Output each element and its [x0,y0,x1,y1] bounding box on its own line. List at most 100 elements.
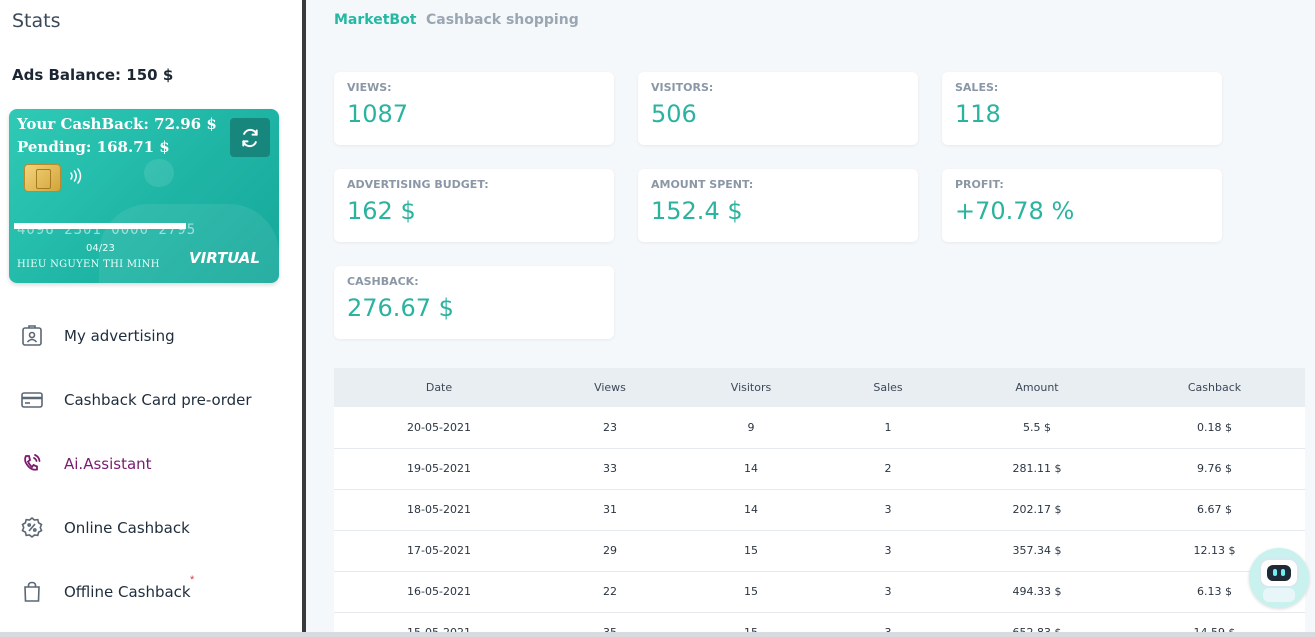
cell-views: 33 [544,448,676,490]
cell-views: 31 [544,489,676,531]
sidebar-item-cashback-card-preorder[interactable]: Cashback Card pre-order [20,388,252,412]
robot-body [1263,588,1295,602]
phone-call-icon [20,452,44,476]
sidebar-item-my-advertising[interactable]: My advertising [20,324,175,348]
sidebar-item-ai-assistant[interactable]: Ai.Assistant [20,452,152,476]
stat-value: +70.78 % [955,197,1075,225]
stat-card-sales: SALES: 118 [942,72,1222,145]
stat-card-amount-spent: AMOUNT SPENT: 152.4 $ [638,169,918,242]
stat-value: 276.67 $ [347,294,454,322]
sidebar-item-label: Cashback Card pre-order [64,391,252,409]
table-row: 17-05-2021 29 15 3 357.34 $ 12.13 $ [334,530,1305,572]
cell-date: 16-05-2021 [334,571,544,613]
column-header-amount: Amount [1015,381,1059,394]
taskbar [0,632,1315,637]
contactless-icon [68,167,84,188]
stat-label: PROFIT: [955,178,1004,191]
column-header-cashback: Cashback [1187,381,1242,394]
chip-icon [24,164,61,192]
cell-amount: 202.17 $ [950,489,1124,531]
column-header-sales: Sales [873,381,903,394]
stat-card-advertising-budget: ADVERTISING BUDGET: 162 $ [334,169,614,242]
percent-badge-icon [20,516,44,540]
column-header-visitors: Visitors [730,381,772,394]
card-holder: HIEU NGUYEN THI MINH [17,259,160,270]
cell-amount: 281.11 $ [950,448,1124,490]
refresh-icon [242,128,258,147]
stat-label: SALES: [955,81,999,94]
cell-visitors: 14 [676,448,826,490]
cell-date: 19-05-2021 [334,448,544,490]
card-decoration [99,204,279,283]
sidebar-item-label: Ai.Assistant [64,455,152,473]
card-pending: Pending: 168.71 $ [17,138,170,156]
cell-sales: 3 [826,571,950,613]
stat-label: VISITORS: [651,81,714,94]
table-header-row: Date Views Visitors Sales Amount Cashbac… [334,368,1305,407]
stat-card-profit: PROFIT: +70.78 % [942,169,1222,242]
id-badge-icon [20,324,44,348]
sidebar-divider [302,0,306,637]
cell-visitors: 15 [676,530,826,572]
robot-eye [1273,569,1277,576]
sidebar-item-offline-cashback[interactable]: Offline Cashback * [20,574,194,604]
stat-card-visitors: VISITORS: 506 [638,72,918,145]
stat-value: 152.4 $ [651,197,743,225]
stat-value: 506 [651,100,697,128]
refresh-button[interactable] [230,118,270,157]
cell-sales: 3 [826,530,950,572]
card-expiry: 04/23 [86,243,115,254]
tab-cashback-shopping[interactable]: Cashback shopping [426,12,579,28]
cell-visitors: 14 [676,489,826,531]
sidebar-item-label: Offline Cashback [64,583,191,601]
cell-cashback: 0.18 $ [1124,407,1305,449]
sidebar-item-online-cashback[interactable]: Online Cashback [20,516,190,540]
column-header-date: Date [425,381,453,394]
stat-card-views: VIEWS: 1087 [334,72,614,145]
card-number-redaction [14,223,186,229]
cell-sales: 2 [826,448,950,490]
cell-sales: 1 [826,407,950,449]
cell-date: 20-05-2021 [334,407,544,449]
stat-label: ADVERTISING BUDGET: [347,178,489,191]
table-row: 16-05-2021 22 15 3 494.33 $ 6.13 $ [334,571,1305,613]
ads-balance: Ads Balance: 150 $ [12,66,174,84]
new-indicator: * [190,574,195,586]
cell-amount: 5.5 $ [950,407,1124,449]
stat-value: 162 $ [347,197,416,225]
cell-date: 18-05-2021 [334,489,544,531]
table-row: 19-05-2021 33 14 2 281.11 $ 9.76 $ [334,448,1305,490]
sidebar-item-label: My advertising [64,327,175,345]
robot-face [1267,565,1291,581]
credit-card-icon [20,388,44,412]
cell-sales: 3 [826,489,950,531]
table-row: 20-05-2021 23 9 1 5.5 $ 0.18 $ [334,407,1305,449]
tab-marketbot[interactable]: MarketBot [334,12,417,28]
card-cashback: Your CashBack: 72.96 $ [17,115,217,133]
page-title: Stats [12,10,61,32]
stat-value: 1087 [347,100,409,128]
robot-icon [1259,558,1299,588]
card-type: VIRTUAL [189,249,260,267]
cell-amount: 357.34 $ [950,530,1124,572]
cell-cashback: 6.67 $ [1124,489,1305,531]
cashback-card: Your CashBack: 72.96 $ Pending: 168.71 $… [9,109,279,283]
sidebar-item-label: Online Cashback [64,519,190,537]
cell-date: 17-05-2021 [334,530,544,572]
cell-visitors: 9 [676,407,826,449]
assistant-chat-button[interactable] [1249,548,1309,608]
cell-views: 22 [544,571,676,613]
card-decoration [144,159,174,187]
sidebar: Stats Ads Balance: 150 $ Your CashBack: … [0,0,302,637]
stat-label: CASHBACK: [347,275,419,288]
cell-views: 29 [544,530,676,572]
stat-card-cashback: CASHBACK: 276.67 $ [334,266,614,339]
robot-eye [1281,569,1285,576]
shopping-bag-icon [20,580,44,604]
stats-table: Date Views Visitors Sales Amount Cashbac… [334,368,1305,637]
cell-views: 23 [544,407,676,449]
column-header-views: Views [594,381,626,394]
table-row: 18-05-2021 31 14 3 202.17 $ 6.67 $ [334,489,1305,531]
stat-value: 118 [955,100,1001,128]
cell-cashback: 9.76 $ [1124,448,1305,490]
